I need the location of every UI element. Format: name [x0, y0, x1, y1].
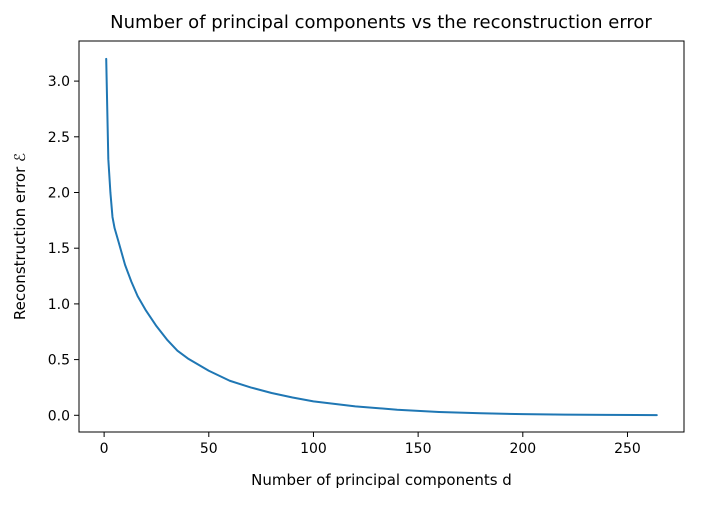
y-tick-label: 1.0	[48, 297, 70, 313]
x-tick-label: 50	[200, 441, 218, 457]
x-tick-label: 250	[614, 441, 641, 457]
chart-title: Number of principal components vs the re…	[110, 12, 652, 33]
x-axis-label: Number of principal components d	[251, 471, 512, 489]
y-axis: 0.0 0.5 1.0 1.5 2.0 2.5 3.0	[48, 74, 79, 424]
y-tick-label: 3.0	[48, 74, 70, 90]
y-tick-label: 2.5	[48, 130, 70, 146]
x-tick-label: 150	[405, 441, 432, 457]
plot-area	[105, 57, 658, 417]
plot-frame	[78, 40, 685, 433]
x-axis: 0 50 100 150 200 250	[100, 432, 641, 457]
y-tick-label: 0.0	[48, 408, 70, 424]
x-tick-label: 0	[100, 441, 109, 457]
x-tick-label: 100	[300, 441, 327, 457]
series-line-0	[105, 57, 658, 417]
x-tick-label: 200	[509, 441, 536, 457]
y-tick-label: 1.5	[48, 241, 70, 257]
y-axis-label: Reconstruction error ℰ	[11, 153, 29, 320]
y-tick-label: 2.0	[48, 185, 70, 201]
y-tick-label: 0.5	[48, 353, 70, 369]
